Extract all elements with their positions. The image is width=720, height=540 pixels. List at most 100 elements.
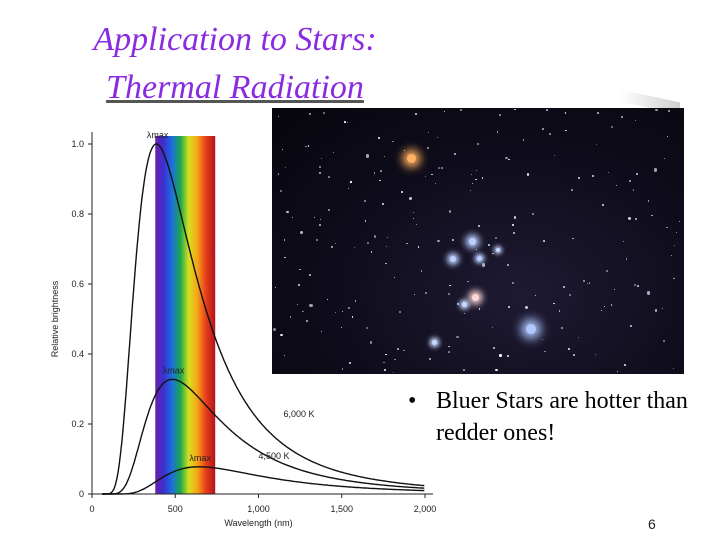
star — [549, 133, 552, 135]
star — [319, 219, 321, 221]
star — [384, 353, 387, 356]
star — [625, 258, 627, 260]
star — [565, 112, 567, 114]
star — [320, 331, 323, 333]
bullet-text: Bluer Stars are hotter than redder ones! — [436, 388, 688, 446]
star — [605, 270, 609, 273]
star — [506, 263, 509, 266]
star — [403, 150, 405, 152]
star — [369, 341, 372, 344]
star — [365, 154, 370, 158]
star — [392, 140, 394, 143]
star — [406, 242, 409, 245]
star — [279, 189, 282, 192]
star — [505, 156, 508, 160]
star — [415, 223, 417, 225]
star — [653, 168, 657, 172]
star — [647, 291, 651, 295]
bright-star — [462, 302, 467, 307]
star — [674, 244, 676, 246]
y-axis-label: Relative brightness — [50, 280, 60, 357]
star — [366, 327, 369, 330]
star — [334, 242, 336, 244]
star — [475, 248, 477, 250]
star — [302, 311, 304, 313]
star — [610, 304, 613, 306]
star — [449, 285, 451, 287]
star — [499, 114, 502, 117]
star — [392, 371, 394, 373]
star — [654, 309, 658, 312]
star — [524, 305, 528, 309]
star — [309, 304, 313, 308]
star — [592, 175, 594, 177]
star — [495, 369, 498, 372]
series-label: 6,000 K — [283, 409, 314, 419]
star — [381, 202, 384, 205]
star — [291, 216, 293, 218]
x-tick-label: 1,000 — [247, 504, 270, 514]
bright-star — [432, 340, 437, 345]
star — [632, 189, 635, 191]
star — [363, 200, 366, 203]
star — [300, 230, 304, 235]
star — [370, 251, 373, 254]
star — [313, 216, 316, 219]
star — [427, 147, 429, 149]
star — [284, 256, 286, 259]
bright-star — [407, 154, 416, 163]
star — [531, 212, 534, 215]
bright-star — [477, 256, 482, 261]
star — [541, 338, 544, 341]
star — [470, 174, 472, 176]
star — [320, 158, 322, 160]
star — [586, 283, 589, 285]
star — [482, 177, 484, 179]
star — [427, 131, 430, 134]
star — [286, 210, 290, 214]
star — [394, 358, 396, 360]
star — [666, 135, 669, 138]
star — [553, 154, 555, 156]
star — [331, 246, 333, 248]
star — [488, 243, 491, 246]
star — [332, 152, 335, 154]
bright-star — [472, 294, 479, 301]
star — [347, 307, 350, 310]
star — [596, 144, 598, 146]
star — [459, 108, 462, 111]
star — [544, 350, 546, 352]
series-label: 4,500 K — [259, 451, 290, 461]
star — [274, 287, 277, 289]
star — [481, 263, 486, 267]
x-tick-label: 500 — [168, 504, 183, 514]
star — [578, 337, 580, 339]
star — [522, 139, 525, 142]
star — [678, 220, 681, 223]
star — [326, 299, 329, 301]
star — [492, 327, 494, 329]
star — [334, 312, 337, 314]
star — [322, 112, 326, 115]
star — [428, 357, 431, 360]
star — [272, 328, 277, 332]
star — [440, 167, 443, 170]
star — [319, 172, 322, 175]
y-tick-label: 0.2 — [71, 419, 84, 429]
star — [543, 240, 546, 243]
star — [507, 306, 510, 309]
star — [437, 136, 439, 138]
star — [663, 340, 665, 342]
star — [493, 347, 495, 349]
star — [647, 200, 650, 203]
slide-title-line2: Thermal Radiation — [106, 69, 364, 106]
star — [277, 172, 280, 175]
star — [469, 189, 472, 191]
star — [620, 115, 623, 118]
star — [412, 211, 415, 214]
star — [373, 172, 376, 174]
star — [449, 210, 452, 213]
star — [578, 176, 581, 179]
bright-star — [496, 248, 500, 252]
star — [572, 353, 575, 357]
